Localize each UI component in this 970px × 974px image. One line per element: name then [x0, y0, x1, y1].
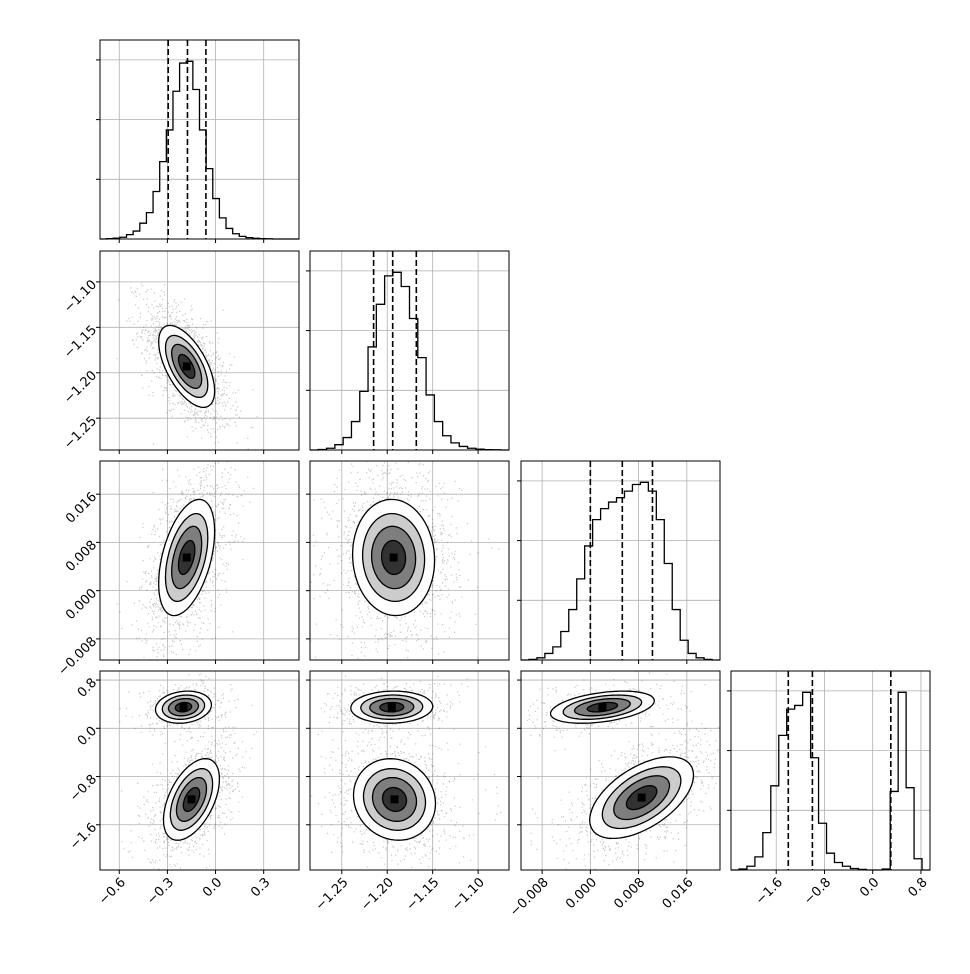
scatter-panel-3-1	[309, 670, 510, 871]
scatter-panel-2-0	[99, 460, 300, 661]
x-tick-label: 0.000	[563, 875, 600, 912]
panel-frame	[99, 670, 300, 871]
x-tick-label: −1.10	[449, 875, 488, 914]
histogram-panel-2	[517, 460, 721, 661]
panel-frame	[520, 670, 721, 871]
histogram-panel-0	[96, 39, 300, 240]
y-tick-label: 0.0	[75, 724, 100, 749]
panel-frame	[309, 250, 510, 451]
density-layer	[310, 675, 502, 870]
x-tick-label: 0.8	[905, 875, 930, 900]
x-tick-label: −1.20	[358, 875, 397, 914]
density-layer	[119, 673, 258, 870]
density-peak	[187, 795, 196, 804]
y-tick-label: −0.008	[55, 634, 100, 679]
panel-frame	[730, 670, 931, 871]
x-tick-label: 0.008	[611, 875, 648, 912]
panel-frame	[520, 460, 721, 661]
density-peak	[598, 703, 607, 712]
scatter-panel-2-1	[309, 460, 510, 661]
histogram-panel-3	[727, 670, 931, 871]
density-peak	[182, 553, 191, 562]
density-peak	[637, 793, 646, 802]
x-tick-label: −0.6	[96, 875, 129, 908]
density-peak	[179, 703, 188, 712]
y-tick-label: −1.6	[67, 820, 100, 853]
density-layer	[521, 671, 720, 870]
y-tick-label: −0.8	[67, 772, 100, 805]
density-peak	[390, 795, 399, 804]
histogram-step	[731, 691, 930, 871]
y-tick-label: 0.016	[63, 490, 100, 527]
panel-frame	[99, 250, 300, 451]
density-peak	[389, 553, 398, 562]
y-tick-label: −1.15	[61, 323, 100, 362]
y-tick-label: 0.8	[75, 675, 100, 700]
y-tick-label: −1.20	[61, 368, 100, 407]
panel-frame	[99, 460, 300, 661]
x-tick-label: −1.6	[753, 875, 786, 908]
panel-frame	[309, 460, 510, 661]
x-tick-label: 0.0	[200, 875, 225, 900]
scatter-panel-1-0	[99, 250, 300, 451]
scatter-panel-3-0	[99, 670, 300, 871]
density-layer	[116, 283, 258, 450]
y-tick-label: 0.008	[63, 538, 100, 575]
histogram-step	[100, 60, 299, 240]
y-tick-label: −1.10	[61, 277, 100, 316]
panel-frame	[99, 39, 300, 240]
density-layer	[310, 461, 500, 660]
histogram-panel-1	[306, 250, 510, 451]
x-tick-label: 0.3	[248, 875, 273, 900]
density-peak	[387, 703, 396, 712]
x-tick-label: 0.016	[660, 875, 697, 912]
histogram-step	[521, 481, 720, 661]
x-tick-label: −1.15	[404, 875, 443, 914]
density-peak	[182, 362, 191, 371]
x-tick-label: −0.3	[144, 875, 177, 908]
x-tick-label: −0.008	[507, 875, 552, 920]
panel-frame	[309, 670, 510, 871]
x-tick-label: −0.8	[801, 875, 834, 908]
x-tick-label: 0.0	[857, 875, 882, 900]
y-tick-label: −1.25	[61, 414, 100, 453]
y-tick-label: 0.000	[63, 586, 100, 623]
density-layer	[116, 461, 254, 660]
scatter-panel-3-2	[520, 670, 721, 871]
histogram-step	[310, 271, 509, 451]
x-tick-label: −1.25	[313, 875, 352, 914]
